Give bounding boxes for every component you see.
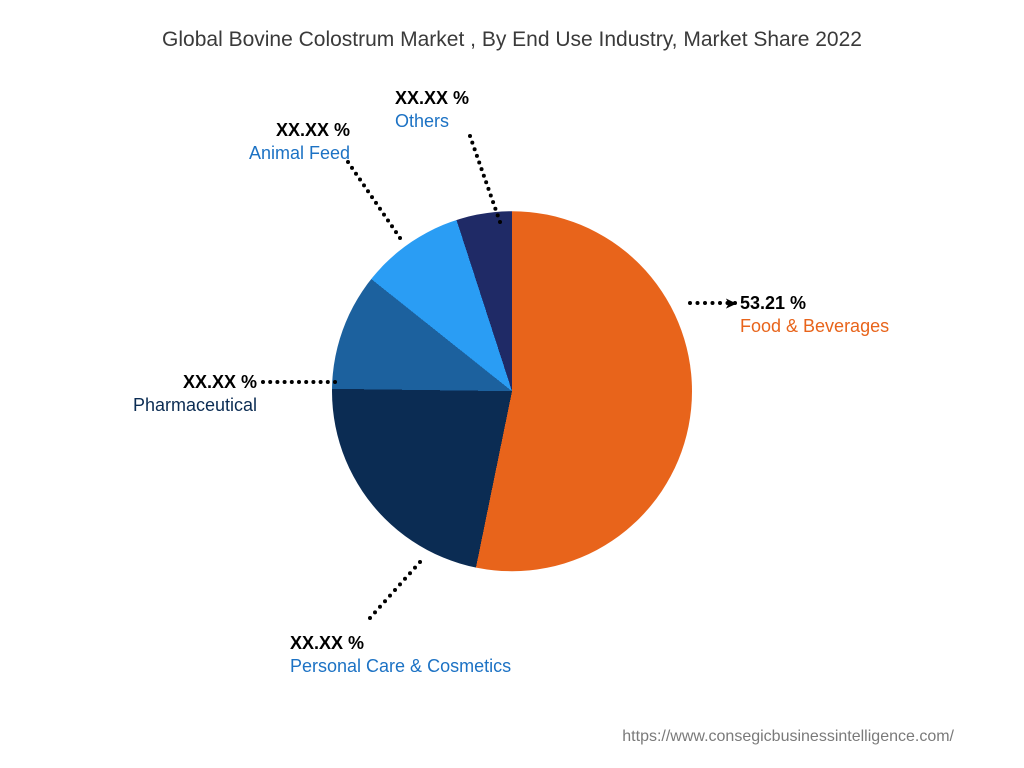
slice-pct: XX.XX %: [290, 632, 511, 655]
slice-name: Others: [395, 110, 469, 133]
footer-url: https://www.consegicbusinessintelligence…: [622, 728, 954, 746]
slice-name: Pharmaceutical: [117, 394, 257, 417]
slice-label-animal_feed: XX.XX %Animal Feed: [220, 119, 350, 164]
slice-label-pharma: XX.XX %Pharmaceutical: [117, 371, 257, 416]
chart-title: Global Bovine Colostrum Market , By End …: [0, 28, 1024, 52]
slice-pct: XX.XX %: [220, 119, 350, 142]
slice-pct: 53.21 %: [740, 292, 889, 315]
slice-label-personal_care: XX.XX %Personal Care & Cosmetics: [290, 632, 511, 677]
slice-pct: XX.XX %: [395, 87, 469, 110]
slice-name: Animal Feed: [220, 142, 350, 165]
leader-arrow: ➤: [725, 295, 737, 312]
slice-label-food_bev: 53.21 %Food & Beverages: [740, 292, 889, 337]
slice-pct: XX.XX %: [117, 371, 257, 394]
slice-name: Food & Beverages: [740, 315, 889, 338]
slice-label-others: XX.XX %Others: [395, 87, 469, 132]
pie-chart: [332, 211, 692, 571]
slice-name: Personal Care & Cosmetics: [290, 655, 511, 678]
